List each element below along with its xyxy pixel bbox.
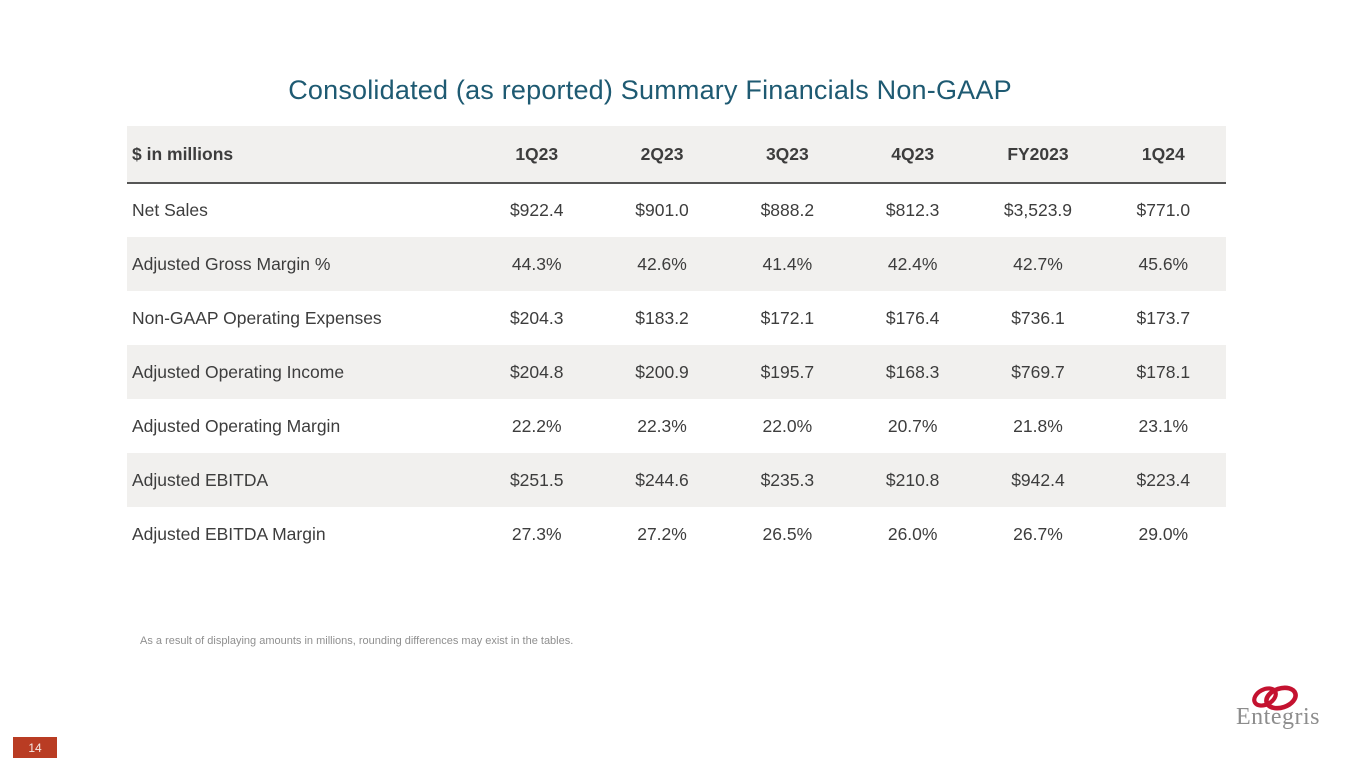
cell-value: $204.3: [509, 307, 564, 328]
cell-value: $223.4: [1136, 469, 1191, 490]
cell-value: $901.0: [635, 200, 689, 220]
cell-value: 26.5%: [762, 523, 813, 544]
column-header-fy2023: FY2023: [975, 126, 1101, 184]
row-label: Adjusted EBITDA Margin: [132, 523, 326, 544]
cell-value: 44.3%: [511, 253, 562, 274]
cell-value: $235.3: [760, 469, 815, 490]
cell-value: $168.3: [885, 361, 940, 382]
table-row-adjusted-ebitda: Adjusted EBITDA $251.5 $244.6 $235.3 $21…: [127, 453, 1226, 507]
cell-value: $172.1: [760, 307, 815, 328]
table-row-net-sales: Net Sales $922.4 $901.0 $888.2 $812.3 $3…: [127, 183, 1226, 237]
table-row-adjusted-operating-margin: Adjusted Operating Margin 22.2% 22.3% 22…: [127, 399, 1226, 453]
column-header-4q23: 4Q23: [850, 126, 976, 184]
column-header-1q23: 1Q23: [474, 126, 600, 184]
entegris-logo: Entegris: [1236, 682, 1320, 734]
cell-value: 29.0%: [1138, 523, 1189, 544]
cell-value: 22.2%: [511, 415, 562, 436]
cell-value: $922.4: [509, 200, 564, 220]
cell-value: $812.3: [885, 200, 940, 220]
table-row-adjusted-ebitda-margin: Adjusted EBITDA Margin 27.3% 27.2% 26.5%…: [127, 507, 1226, 561]
cell-value: 42.4%: [887, 253, 938, 274]
cell-value: 21.8%: [1013, 415, 1063, 436]
cell-value: 41.4%: [762, 253, 813, 274]
column-header-1q24: 1Q24: [1100, 126, 1226, 184]
table-header-row: $ in millions 1Q23 2Q23 3Q23 4Q23 FY2023…: [127, 126, 1226, 184]
cell-value: $771.0: [1136, 200, 1191, 220]
row-label: Non-GAAP Operating Expenses: [132, 307, 382, 328]
row-label: Adjusted Gross Margin %: [132, 253, 331, 274]
cell-value: $178.1: [1136, 361, 1191, 382]
row-label: Adjusted Operating Margin: [132, 415, 341, 436]
cell-value: $736.1: [1011, 307, 1065, 328]
cell-value: $942.4: [1011, 469, 1065, 490]
entegris-rings-icon: [1252, 685, 1298, 711]
cell-value: $210.8: [885, 469, 940, 490]
row-label: Adjusted Operating Income: [132, 361, 345, 382]
cell-value: $183.2: [635, 307, 689, 328]
financials-table: $ in millions 1Q23 2Q23 3Q23 4Q23 FY2023…: [127, 126, 1226, 561]
cell-value: $3,523.9: [1003, 200, 1073, 220]
cell-value: $195.7: [760, 361, 815, 382]
cell-value: 45.6%: [1138, 253, 1189, 274]
cell-value: 23.1%: [1138, 415, 1189, 436]
table-row-adjusted-operating-income: Adjusted Operating Income $204.8 $200.9 …: [127, 345, 1226, 399]
row-label: Net Sales: [132, 200, 208, 220]
page-number-badge: 14: [13, 737, 57, 758]
cell-value: 26.7%: [1013, 523, 1063, 544]
page-number: 14: [28, 740, 42, 755]
cell-value: $888.2: [760, 200, 815, 220]
cell-value: 20.7%: [887, 415, 938, 436]
page-title: Consolidated (as reported) Summary Finan…: [288, 75, 1012, 105]
footnote: As a result of displaying amounts in mil…: [140, 635, 574, 647]
cell-value: 26.0%: [887, 523, 938, 544]
cell-value: 42.6%: [637, 253, 687, 274]
cell-value: $244.6: [635, 469, 689, 490]
table-row-non-gaap-opex: Non-GAAP Operating Expenses $204.3 $183.…: [127, 291, 1226, 345]
table-row-adjusted-gross-margin: Adjusted Gross Margin % 44.3% 42.6% 41.4…: [127, 237, 1226, 291]
unit-header: $ in millions: [127, 126, 475, 184]
column-header-2q23: 2Q23: [599, 126, 725, 184]
column-header-3q23: 3Q23: [724, 126, 850, 184]
cell-value: 27.3%: [511, 523, 562, 544]
cell-value: $173.7: [1136, 307, 1191, 328]
cell-value: 22.3%: [637, 415, 687, 436]
cell-value: $200.9: [635, 361, 689, 382]
entegris-wordmark: Entegris: [1236, 704, 1320, 730]
cell-value: $769.7: [1011, 361, 1065, 382]
cell-value: $204.8: [509, 361, 564, 382]
cell-value: 27.2%: [637, 523, 687, 544]
cell-value: 42.7%: [1013, 253, 1063, 274]
cell-value: $251.5: [509, 469, 564, 490]
row-label: Adjusted EBITDA: [132, 469, 269, 490]
cell-value: 22.0%: [762, 415, 813, 436]
cell-value: $176.4: [885, 307, 940, 328]
